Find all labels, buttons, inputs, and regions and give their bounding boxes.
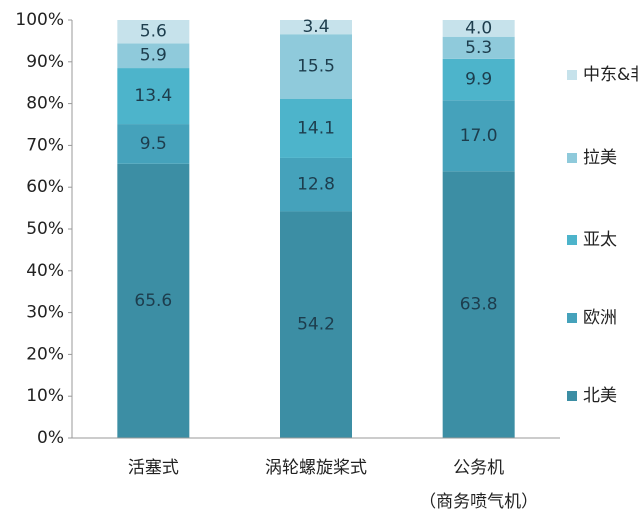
legend-swatch [567, 70, 577, 80]
legend-label: 拉美 [583, 148, 617, 168]
value-label: 63.8 [460, 295, 498, 315]
legend-swatch [567, 153, 577, 163]
value-label: 5.9 [140, 46, 167, 66]
y-tick-label: 20% [26, 344, 64, 364]
x-tick-label: 公务机（商务喷气机） [419, 458, 538, 512]
y-tick-label: 40% [26, 261, 64, 281]
value-label: 15.5 [297, 57, 335, 77]
value-label: 14.1 [297, 118, 335, 138]
legend-label: 欧洲 [583, 308, 617, 328]
value-label: 13.4 [134, 86, 172, 106]
value-label: 54.2 [297, 315, 335, 335]
bar-segment [442, 171, 515, 439]
value-label: 17.0 [460, 126, 498, 146]
x-tick-label: 涡轮螺旋桨式 [265, 458, 367, 478]
bar-segment [442, 58, 515, 101]
bar-segment [117, 68, 190, 125]
bar-segment [442, 20, 515, 37]
value-label: 5.6 [140, 22, 167, 42]
legend-label: 亚太 [583, 230, 617, 250]
y-tick-label: 80% [26, 94, 64, 114]
value-label: 4.0 [465, 18, 492, 38]
bar-segment [280, 211, 352, 438]
bar-segment [442, 36, 515, 59]
y-tick-label: 60% [26, 177, 64, 197]
value-label: 9.5 [140, 134, 167, 154]
bar-segment [280, 157, 352, 212]
legend-swatch [567, 313, 577, 323]
value-label: 9.9 [465, 70, 492, 90]
bar-segment [117, 163, 190, 439]
bar-segment [117, 20, 190, 44]
bar-segment [280, 20, 352, 35]
bar-segment [117, 43, 190, 69]
legend-label: 北美 [583, 386, 617, 406]
y-tick-label: 90% [26, 52, 64, 72]
y-tick-label: 0% [37, 428, 64, 448]
y-tick-label: 30% [26, 303, 64, 323]
value-label: 65.6 [134, 291, 172, 311]
bar-segment [280, 34, 352, 100]
y-tick-label: 70% [26, 135, 64, 155]
bar-segment [442, 100, 515, 172]
bar-segment [280, 99, 352, 158]
y-tick-label: 100% [15, 10, 64, 30]
y-tick-label: 50% [26, 219, 64, 239]
x-tick-label: 活塞式 [128, 458, 179, 478]
legend-swatch [567, 391, 577, 401]
value-label: 12.8 [297, 175, 335, 195]
value-label: 3.4 [302, 17, 329, 37]
value-label: 5.3 [465, 38, 492, 58]
y-tick-label: 10% [26, 386, 64, 406]
bar-segment [117, 124, 190, 164]
legend-label: 中东&非洲 [583, 65, 640, 85]
legend-swatch [567, 235, 577, 245]
